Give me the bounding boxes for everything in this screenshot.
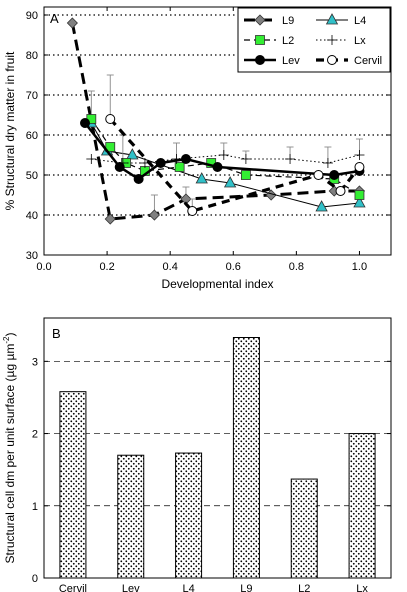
category-label-L9: L9 [240,583,252,592]
bar-L9 [232,337,260,579]
point-Lev-0 [80,118,91,128]
legend-marker-Lev [255,55,265,65]
point-Cervil-2 [313,170,324,180]
category-label-L2: L2 [298,583,310,592]
b-y-axis-label: Structural cell dm per unit surface (µg … [2,332,17,563]
point-Lx-8 [354,150,365,160]
y-tick-label-6: 90 [26,10,38,22]
point-L4-5 [315,200,328,212]
x-axis-label: Developmental index [161,277,273,291]
bar-Cervil [59,391,87,579]
category-label-L4: L4 [182,583,194,592]
point-Cervil-0 [105,114,116,124]
point-L4-2 [126,148,139,160]
point-Lx-6 [285,154,296,164]
b-y-axis-label-main: Structural cell dm per unit surface (µg … [3,344,17,564]
x-tick-label-2: 0.4 [163,261,178,273]
point-Lev-6 [329,170,340,180]
legend-label-L4: L4 [354,15,366,27]
legend-marker-L9 [254,14,266,26]
legend-label-Lev: Lev [282,55,300,67]
point-L2-6 [240,170,251,180]
x-tick-label-0: 0.0 [36,261,51,273]
legend-label-L2: L2 [282,35,294,47]
category-label-Cervil: Cervil [59,583,87,592]
y-axis-label: % Structural dry matter in fruit [3,51,17,210]
legend-marker-L4 [325,13,339,25]
point-L9-1 [104,213,116,225]
y-tick-label-4: 70 [26,90,38,102]
y-tick-label-1: 40 [26,210,38,222]
legend-label-L9: L9 [282,15,294,27]
panel-a-line-chart: 30 40 50 60 70 80 90 0.0 0.2 0.4 0.6 0.8 1.0 Developm… [3,6,392,291]
point-Lx-4 [218,150,229,160]
point-L2-8 [354,190,365,200]
point-Cervil-1 [187,206,198,216]
panel-label-b: B [52,326,61,341]
panel-b-bar-chart: 0 1 2 3 Cervil Lev L4 L9 L2 Lx B Structural cell dm… [2,317,392,592]
point-L4-3 [195,172,208,184]
point-Lev-3 [155,158,166,168]
point-Lev-4 [180,154,191,164]
legend-marker-Lx [327,35,337,45]
legend-marker-Cervil [327,55,337,65]
x-tick-label-5: 1.0 [352,261,367,273]
point-Cervil-4 [354,162,365,172]
plot-frame-b [43,317,392,579]
point-L9-0 [66,17,78,29]
b-y-axis-label-sup: -2 [2,336,11,344]
x-tick-label-4: 0.8 [289,261,304,273]
point-L2-4 [174,162,185,172]
b-y-axis-label-close: ) [3,332,17,336]
point-L2-1 [105,142,116,152]
point-Lev-1 [114,162,125,172]
y-tick-label-5: 80 [26,50,38,62]
plot-frame-a [43,6,392,256]
b-y-tick-label-3: 3 [32,356,38,368]
x-tick-label-1: 0.2 [99,261,114,273]
series-Cervil [105,74,365,216]
y-tick-label-2: 50 [26,170,38,182]
point-L9-2 [148,209,160,221]
b-y-tick-label-0: 0 [32,573,38,585]
category-label-Lev: Lev [122,583,140,592]
point-L4-4 [223,176,237,188]
point-Lx-5 [240,154,251,164]
panel-label-a: A [50,11,59,26]
point-Lx-7 [322,158,333,168]
b-y-tick-label-1: 1 [32,501,38,513]
legend-label-Cervil: Cervil [354,55,382,67]
series-L2 [86,90,365,200]
point-Lev-5 [212,162,223,172]
category-label-Lx: Lx [356,583,368,592]
b-y-tick-label-2: 2 [32,429,38,441]
legend-label-Lx: Lx [354,35,366,47]
x-tick-label-3: 0.6 [226,261,241,273]
legend-marker-L2 [255,35,265,45]
point-L4-6 [353,196,366,208]
bar-Lev [117,454,145,579]
legend-a: L9 L4 L2 Lx Lev Cervil [237,7,391,73]
series-Lx [86,134,365,168]
bar-L2 [290,478,318,579]
y-tick-label-3: 60 [26,130,38,142]
y-tick-label-0: 30 [26,250,38,262]
point-Lev-2 [133,174,144,184]
point-Lx-0 [86,154,97,164]
bar-Lx [348,433,376,579]
point-Cervil-3 [335,186,346,196]
bar-L4 [175,452,203,579]
